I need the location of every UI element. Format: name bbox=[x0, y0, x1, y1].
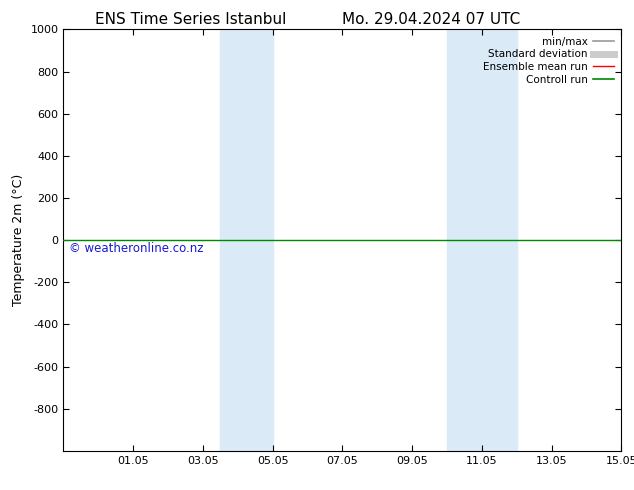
Text: © weatheronline.co.nz: © weatheronline.co.nz bbox=[69, 242, 204, 255]
Text: ENS Time Series Istanbul: ENS Time Series Istanbul bbox=[94, 12, 286, 27]
Y-axis label: Temperature 2m (°C): Temperature 2m (°C) bbox=[12, 174, 25, 306]
Bar bbox=[447, 29, 517, 451]
Legend: min/max, Standard deviation, Ensemble mean run, Controll run: min/max, Standard deviation, Ensemble me… bbox=[479, 32, 618, 89]
Bar bbox=[221, 29, 273, 451]
Text: Mo. 29.04.2024 07 UTC: Mo. 29.04.2024 07 UTC bbox=[342, 12, 521, 27]
